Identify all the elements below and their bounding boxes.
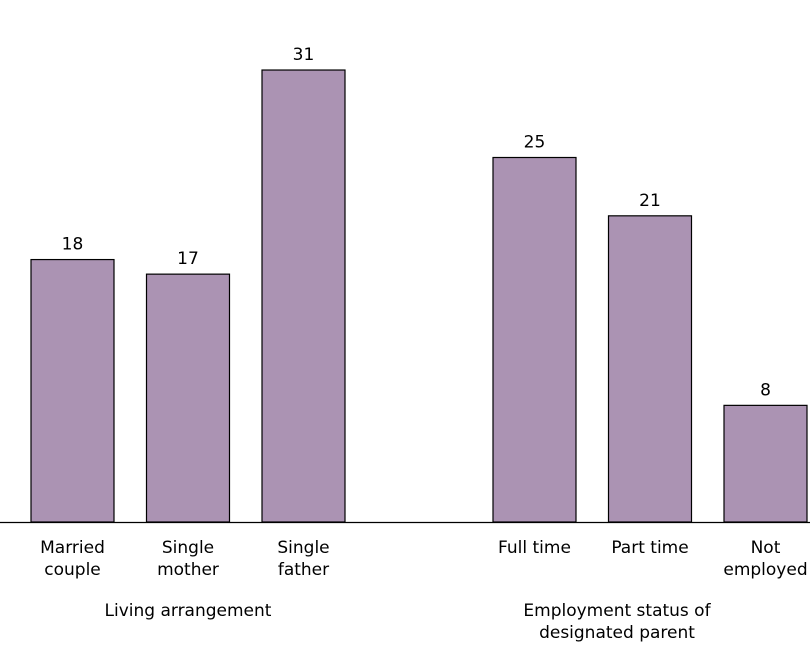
bar-single-mother bbox=[145, 273, 231, 523]
category-label-married-couple: Married couple bbox=[40, 538, 105, 580]
group-label-employment-status: Employment status of designated parent bbox=[523, 601, 711, 643]
group-label-living-arrangement: Living arrangement bbox=[105, 601, 272, 621]
bar-part-time bbox=[607, 215, 693, 523]
data-label-part-time: 21 bbox=[639, 191, 661, 211]
data-label-single-father: 31 bbox=[293, 45, 315, 65]
data-label-not-employed: 8 bbox=[760, 380, 771, 400]
bar-single-father bbox=[261, 69, 346, 523]
category-label-full-time: Full time bbox=[498, 538, 571, 558]
bar-married-couple bbox=[30, 258, 115, 523]
category-label-single-mother: Single mother bbox=[157, 538, 219, 580]
bars-layer bbox=[30, 69, 808, 523]
data-label-married-couple: 18 bbox=[62, 235, 84, 255]
labels-layer: 18 Married couple 17 Single mother 31 Single fat… bbox=[40, 45, 808, 643]
data-label-single-mother: 17 bbox=[177, 249, 199, 269]
bar-full-time bbox=[492, 156, 577, 523]
category-label-not-employed: Not employed bbox=[723, 538, 807, 580]
category-label-single-father: Single father bbox=[277, 538, 329, 580]
bar-not-employed bbox=[723, 404, 808, 523]
data-label-full-time: 25 bbox=[524, 133, 546, 153]
category-label-part-time: Part time bbox=[611, 538, 688, 558]
